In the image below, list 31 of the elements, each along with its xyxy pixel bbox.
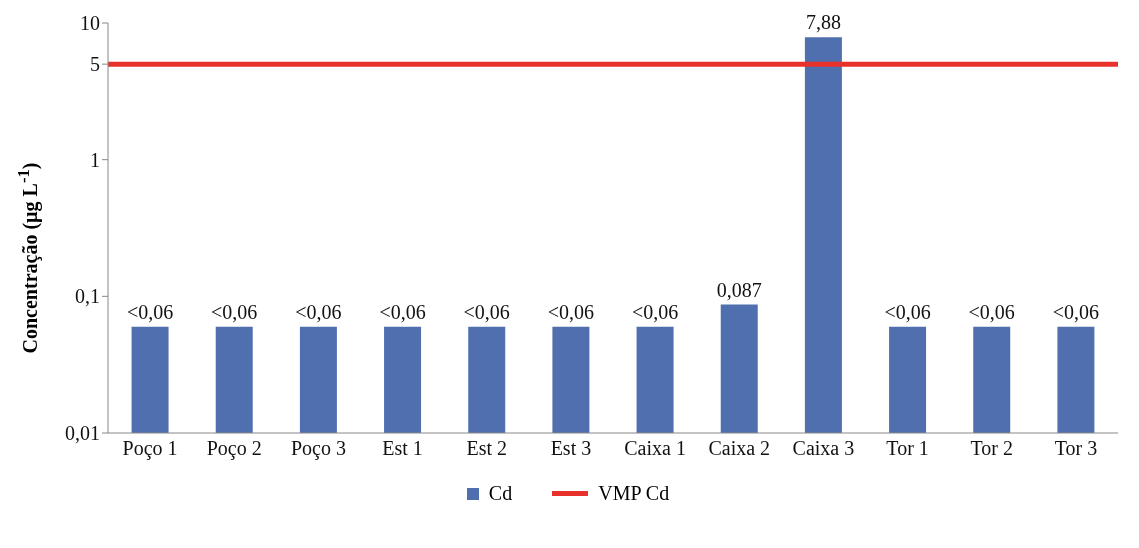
y-tick-label: 5 — [90, 53, 100, 76]
data-label: 7,88 — [805, 11, 841, 34]
x-tick-label: Caixa 3 — [792, 437, 855, 460]
data-label: <0,06 — [463, 300, 510, 323]
x-tick-label: Tor 2 — [970, 437, 1013, 460]
data-label: 0,087 — [716, 278, 762, 301]
data-label: <0,06 — [126, 300, 174, 323]
legend-label: Cd — [488, 482, 513, 505]
y-tick-label: 0,1 — [75, 285, 100, 308]
data-label: <0,06 — [379, 300, 426, 323]
x-tick-label: Est 1 — [382, 437, 423, 460]
x-tick-label: Poço 1 — [122, 437, 178, 461]
x-tick-label: Est 2 — [466, 437, 508, 460]
x-tick-label: Est 3 — [550, 437, 592, 460]
data-label: <0,06 — [968, 300, 1015, 323]
legend-label: VMP Cd — [598, 482, 670, 505]
y-tick-label: 0,01 — [65, 422, 100, 445]
x-tick-label: Poço 3 — [290, 437, 346, 461]
data-label: <0,06 — [211, 300, 258, 323]
data-label: <0,06 — [884, 300, 931, 323]
x-tick-label: Caixa 1 — [624, 437, 686, 460]
data-label: <0,06 — [631, 300, 679, 323]
x-tick-label: Tor 1 — [886, 437, 929, 460]
x-tick-label: Tor 3 — [1054, 437, 1098, 460]
data-label: <0,06 — [547, 300, 595, 323]
y-tick-label: 10 — [80, 12, 100, 35]
data-label: <0,06 — [295, 300, 342, 323]
data-label: <0,06 — [1052, 300, 1100, 323]
x-tick-label: Poço 2 — [206, 437, 262, 461]
y-tick-label: 1 — [90, 148, 100, 171]
x-tick-label: Caixa 2 — [708, 437, 771, 460]
